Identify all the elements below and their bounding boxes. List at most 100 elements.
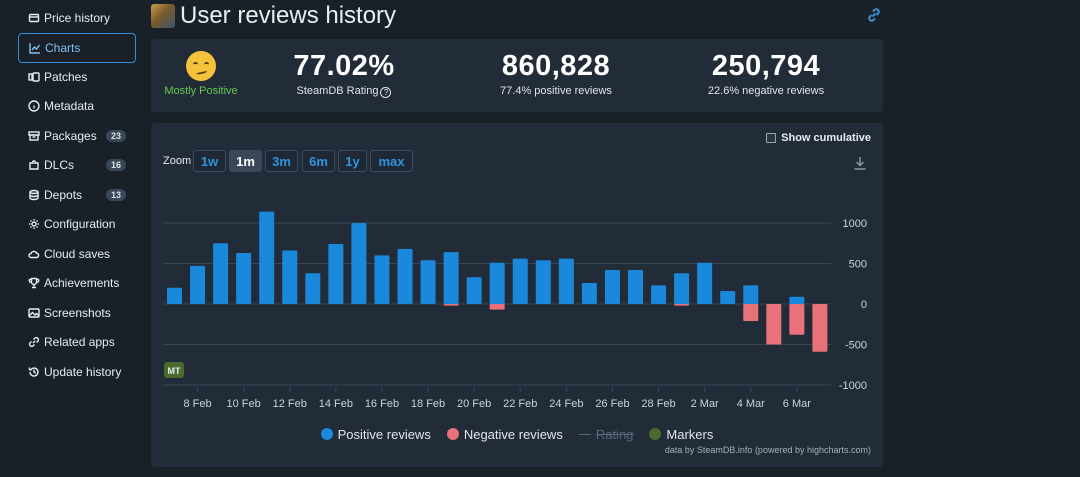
x-tick-label: 2 Mar [691, 398, 719, 410]
x-tick-label: 26 Feb [595, 398, 629, 410]
chart-legend: Positive reviews Negative reviews Rating… [151, 425, 883, 443]
sidebar-item-label: Charts [45, 41, 81, 55]
legend-positive[interactable]: Positive reviews [320, 426, 431, 442]
positive-bar [305, 273, 321, 304]
y-tick-label: 500 [849, 259, 867, 271]
negative-bar [812, 304, 828, 352]
review-verdict: Mostly Positive [164, 85, 238, 97]
cloud-icon [28, 248, 40, 260]
sidebar-item-patches[interactable]: Patches [18, 62, 136, 92]
positive-bar [167, 287, 182, 304]
y-tick-label: -1000 [839, 380, 867, 392]
sidebar-item-configuration[interactable]: Configuration [18, 209, 136, 239]
show-cumulative-toggle[interactable]: Show cumulative [766, 132, 871, 144]
sidebar-item-packages[interactable]: Packages 23 [18, 121, 136, 151]
positive-bar [420, 260, 436, 304]
sidebar-item-label: Cloud saves [44, 247, 111, 261]
zoom-6m-button[interactable]: 6m [302, 150, 335, 172]
price-tag-icon [28, 12, 40, 24]
legend-negative-label: Negative reviews [463, 426, 563, 442]
x-tick-label: 6 Mar [783, 398, 811, 410]
sidebar-item-label: Update history [44, 365, 122, 379]
cumulative-checkbox[interactable] [766, 133, 777, 143]
negative-bar [743, 304, 759, 322]
marker-label: MT [168, 366, 181, 376]
zoom-max-button[interactable]: max [370, 150, 413, 172]
positive-bar [213, 243, 229, 304]
database-icon [28, 189, 40, 201]
positive-bar [397, 248, 413, 304]
package-icon [28, 130, 40, 142]
sidebar-item-metadata[interactable]: Metadata [18, 91, 136, 121]
positive-bar [604, 269, 620, 304]
zoom-1m-button[interactable]: 1m [229, 150, 262, 172]
legend-negative-swatch [446, 428, 459, 440]
positive-bar [489, 262, 505, 304]
gear-icon [28, 218, 40, 230]
page-title: User reviews history [180, 2, 397, 29]
positive-count: 860,828 [501, 50, 611, 82]
download-icon[interactable] [853, 156, 867, 170]
positive-bar [236, 252, 252, 304]
sidebar-item-depots[interactable]: Depots 13 [18, 180, 136, 210]
sidebar-item-achievements[interactable]: Achievements [18, 268, 136, 298]
sidebar-item-label: Depots [44, 188, 83, 202]
positive-bar [328, 244, 344, 304]
negative-bar [789, 304, 805, 335]
sidebar-item-charts[interactable]: Charts [18, 33, 136, 63]
steamdb-rating-block: 77.02% SteamDB Rating? [271, 39, 417, 112]
game-thumbnail [151, 4, 175, 28]
image-icon [28, 307, 40, 319]
sidebar-item-screenshots[interactable]: Screenshots [18, 298, 136, 328]
positive-reviews-block: 860,828 77.4% positive reviews [471, 39, 641, 112]
count-badge: 13 [105, 189, 126, 201]
legend-markers-swatch [649, 428, 662, 440]
negative-bar [489, 304, 505, 310]
positive-bar [190, 265, 206, 304]
page-header: User reviews history [151, 2, 396, 30]
trophy-icon [28, 277, 40, 289]
sidebar-item-label: Related apps [44, 335, 115, 349]
x-tick-label: 22 Feb [503, 398, 537, 410]
help-icon[interactable]: ? [380, 87, 392, 98]
rating-value: 77.02% [293, 50, 395, 82]
sidebar-item-dlcs[interactable]: DLCs 16 [18, 150, 136, 180]
sidebar-item-related-apps[interactable]: Related apps [18, 327, 136, 357]
sidebar-item-update-history[interactable]: Update history [18, 357, 136, 387]
positive-bar [651, 285, 667, 304]
sidebar-item-label: Achievements [44, 276, 120, 290]
chart-line-icon [29, 42, 41, 54]
legend-negative[interactable]: Negative reviews [446, 426, 563, 442]
positive-bar [697, 262, 713, 304]
zoom-3m-button[interactable]: 3m [265, 150, 298, 172]
zoom-1y-button[interactable]: 1y [338, 150, 367, 172]
sidebar-item-label: Packages [44, 129, 97, 143]
sidebar-item-label: Metadata [44, 99, 95, 113]
sidebar-item-cloud-saves[interactable]: Cloud saves [18, 239, 136, 269]
x-tick-label: 10 Feb [227, 398, 261, 410]
marker-flag [164, 362, 184, 378]
sidebar-item-price-history[interactable]: Price history [18, 3, 136, 33]
reviews-chart-panel: Show cumulative Zoom 1w 1m 3m 6m 1y max 1000 5… [151, 123, 883, 467]
show-cumulative-label: Show cumulative [781, 132, 871, 144]
positive-bar [282, 250, 298, 304]
rating-label-row: SteamDB Rating? [271, 85, 417, 98]
y-tick-label: -500 [845, 340, 867, 352]
patches-icon [28, 71, 40, 83]
zoom-1w-button[interactable]: 1w [193, 150, 226, 172]
positive-bar [535, 260, 551, 304]
count-badge: 16 [105, 159, 126, 171]
negative-count: 250,794 [711, 50, 821, 82]
info-icon [28, 100, 40, 112]
legend-positive-label: Positive reviews [337, 426, 431, 442]
legend-rating[interactable]: Rating [578, 427, 633, 442]
smirk-emoji-icon [186, 51, 216, 81]
x-tick-label: 4 Mar [737, 398, 765, 410]
negative-bar [443, 304, 459, 306]
legend-markers[interactable]: Markers [649, 427, 713, 442]
x-tick-label: 28 Feb [641, 398, 675, 410]
link-icon[interactable] [866, 7, 882, 23]
positive-bar [581, 282, 597, 304]
chart-credits[interactable]: data by SteamDB.info (powered by highcha… [664, 445, 871, 455]
count-badge: 23 [105, 130, 126, 142]
